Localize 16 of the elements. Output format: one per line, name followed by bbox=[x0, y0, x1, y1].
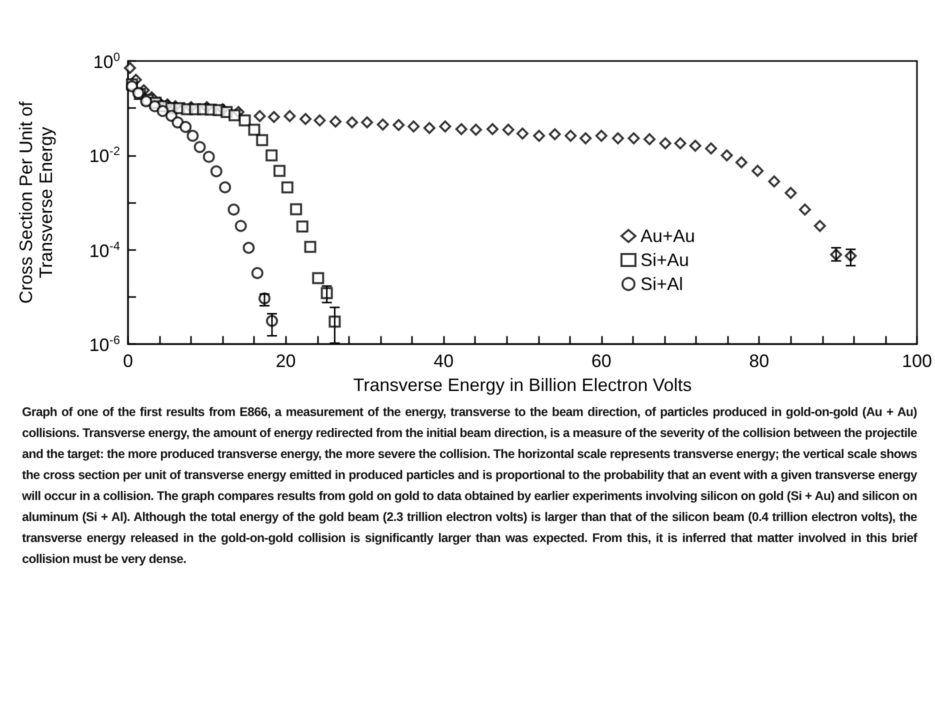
y-tick-label: 10$^{-6}$ bbox=[89, 333, 120, 356]
y-tick-label: 10$^{0}$ bbox=[93, 50, 120, 72]
legend-label: Au+Au bbox=[640, 226, 695, 246]
y-tick-label: 10$^{-2}$ bbox=[89, 144, 120, 166]
y-axis-title: Cross Section Per Unit of Transverse Energy bbox=[16, 100, 56, 304]
x-tick-label: 80 bbox=[749, 351, 770, 372]
x-tick-label: 20 bbox=[276, 351, 296, 372]
text: Graph of one of the first results from E866, a measurement of the energy, transverse to the beam direction, of particles produced in gold-on-gold (Au + Au) collisions. Transverse energy, the amount of energy redirected from the initial beam direction, is a measure of the severity of the collision between the projectile and the target: the more produced transverse energy, the more severe the collision. The horizontal scale represents transverse energy; the vertical scale shows the cross section per unit of transverse energy emitted in produced particles and is proportional to the probability that an event with a given transverse energy will occur in a collision. The graph compares results from gold on gold to data obtained by earlier experiments involving silicon on gold (Si + Au) and silicon on aluminum (Si + Al). Although the total energy of the gold beam (2.3 trillion electron volts) is larger than that of the silicon beam (0.4 trillion electron volts), the transverse energy released in the gold-on-gold collision is significantly larger than was expected. From this, it is inferred that matter involved in this brief collision must be very dense. bbox=[22, 404, 917, 568]
x-axis-title: Transverse Energy in Billion Electron Volts bbox=[353, 375, 692, 395]
x-tick-label: 60 bbox=[591, 351, 612, 372]
legend-label: Si+Au bbox=[640, 250, 689, 270]
x-tick-label: 100 bbox=[902, 351, 932, 372]
x-tick-label: 40 bbox=[434, 351, 454, 372]
x-tick-label: 0 bbox=[122, 351, 134, 372]
y-tick-label: 10$^{-4}$ bbox=[89, 238, 120, 261]
legend-label: Si+Al bbox=[640, 274, 683, 294]
